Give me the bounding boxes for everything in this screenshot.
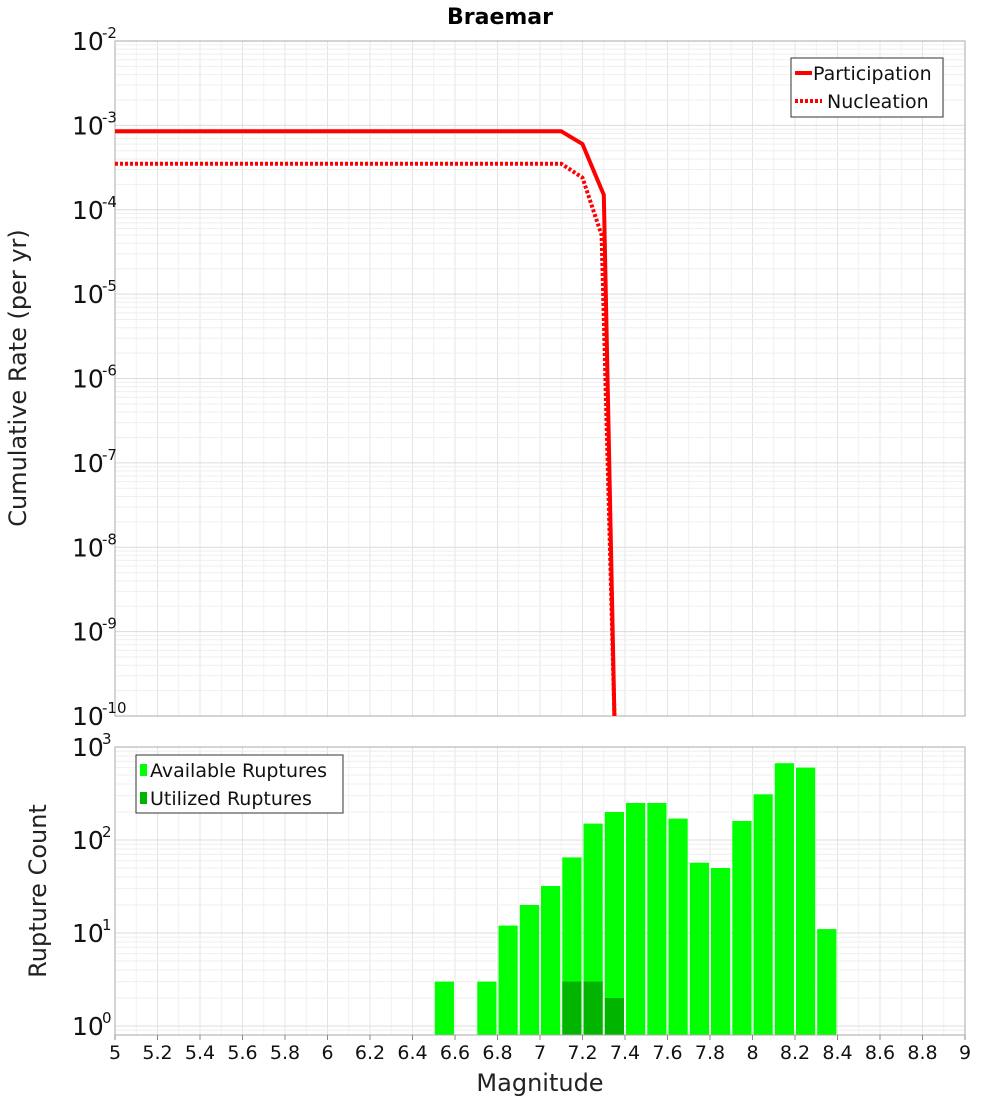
x-tick-label: 6	[321, 1042, 333, 1064]
y-tick-exponent: 3	[102, 730, 112, 748]
bar-available	[477, 981, 497, 1035]
y-tick-exponent: -5	[102, 277, 117, 295]
bottom-legend: Available Ruptures Utilized Ruptures	[135, 754, 344, 814]
bar-available	[626, 803, 646, 1035]
y-tick-label: 10	[72, 196, 104, 225]
x-tick-label: 8.2	[780, 1042, 810, 1064]
y-tick-exponent: 2	[102, 823, 112, 841]
x-tick-label: 7.2	[567, 1042, 597, 1064]
bar-available	[647, 803, 667, 1035]
top-series	[115, 129, 617, 717]
x-axis-label: Magnitude	[476, 1069, 603, 1097]
top-y-axis-label: Cumulative Rate (per yr)	[4, 229, 32, 527]
bar-available	[711, 868, 731, 1035]
y-tick-label: 10	[72, 702, 104, 731]
x-tick-label: 6.6	[440, 1042, 470, 1064]
y-tick-exponent: -9	[102, 615, 117, 633]
x-tick-label: 9	[959, 1042, 971, 1064]
bar-available	[604, 812, 624, 1035]
y-tick-exponent: -10	[102, 699, 127, 717]
legend-label-nucleation: Nucleation	[827, 91, 929, 113]
y-tick-exponent: -8	[102, 530, 117, 548]
bar-available	[668, 818, 688, 1035]
y-tick-label: 10	[72, 733, 104, 762]
x-tick-label: 8.8	[907, 1042, 937, 1064]
bottom-y-axis-label: Rupture Count	[24, 804, 52, 978]
top-y-ticks: 10-210-310-410-510-610-710-810-910-10	[72, 24, 127, 731]
y-tick-exponent: -6	[102, 362, 117, 380]
top-legend-box	[790, 57, 944, 118]
bottom-legend-box	[135, 754, 344, 814]
legend-swatch-available	[140, 764, 147, 776]
x-tick-label: 7.6	[652, 1042, 682, 1064]
y-tick-exponent: -7	[102, 446, 117, 464]
bar-available	[753, 794, 773, 1035]
y-tick-exponent: -4	[102, 193, 117, 211]
x-tick-label: 7	[534, 1042, 546, 1064]
y-tick-exponent: 0	[102, 1009, 112, 1027]
x-tick-label: 5.6	[227, 1042, 257, 1064]
bar-utilized	[562, 981, 582, 1035]
top-plot-frame	[114, 40, 966, 717]
y-tick-exponent: 1	[102, 916, 112, 934]
x-tick-label: 6.4	[397, 1042, 427, 1064]
bar-available	[498, 925, 518, 1035]
bottom-x-ticks: 5 5.2 5.4 5.6 5.8 6 6.2 6.4 6.6 6.8 7 7.2 7.4 7.6 7.8 8…	[109, 1035, 971, 1064]
series-line-participation	[115, 129, 617, 717]
x-tick-label: 5.4	[185, 1042, 215, 1064]
y-tick-label: 10	[72, 1012, 104, 1041]
x-tick-label: 7.8	[695, 1042, 725, 1064]
y-tick-exponent: -2	[102, 24, 117, 42]
legend-label-available: Available Ruptures	[150, 760, 327, 782]
top-legend: Participation Nucleation	[790, 57, 944, 118]
y-tick-label: 10	[72, 919, 104, 948]
x-tick-label: 5.8	[270, 1042, 300, 1064]
y-tick-exponent: -3	[102, 108, 117, 126]
x-tick-label: 8	[746, 1042, 758, 1064]
x-tick-label: 6.2	[355, 1042, 385, 1064]
bar-utilized	[583, 981, 603, 1035]
top-grid	[114, 41, 966, 717]
x-tick-label: 8.4	[822, 1042, 852, 1064]
y-tick-label: 10	[72, 280, 104, 309]
legend-label-utilized: Utilized Ruptures	[150, 788, 312, 810]
series-line-nucleation	[115, 161, 617, 717]
y-tick-label: 10	[72, 111, 104, 140]
x-tick-label: 6.8	[482, 1042, 512, 1064]
bottom-bars	[434, 763, 837, 1035]
y-tick-label: 10	[72, 449, 104, 478]
chart-title: Braemar	[447, 5, 553, 30]
x-tick-label: 8.6	[865, 1042, 895, 1064]
bar-available	[541, 886, 561, 1035]
bar-available	[796, 767, 816, 1035]
bar-available	[519, 905, 539, 1035]
x-tick-label: 7.4	[610, 1042, 640, 1064]
bar-available	[817, 929, 837, 1035]
bar-available	[732, 821, 752, 1035]
y-tick-label: 10	[72, 826, 104, 855]
y-tick-label: 10	[72, 533, 104, 562]
x-tick-label: 5	[109, 1042, 121, 1064]
bar-utilized	[604, 998, 624, 1035]
x-tick-label: 5.2	[142, 1042, 172, 1064]
y-tick-label: 10	[72, 27, 104, 56]
y-tick-label: 10	[72, 365, 104, 394]
bar-available	[689, 862, 709, 1035]
bar-available	[774, 763, 794, 1035]
y-tick-label: 10	[72, 618, 104, 647]
legend-swatch-utilized	[140, 792, 147, 804]
legend-label-participation: Participation	[813, 63, 932, 85]
bar-available	[434, 981, 454, 1035]
